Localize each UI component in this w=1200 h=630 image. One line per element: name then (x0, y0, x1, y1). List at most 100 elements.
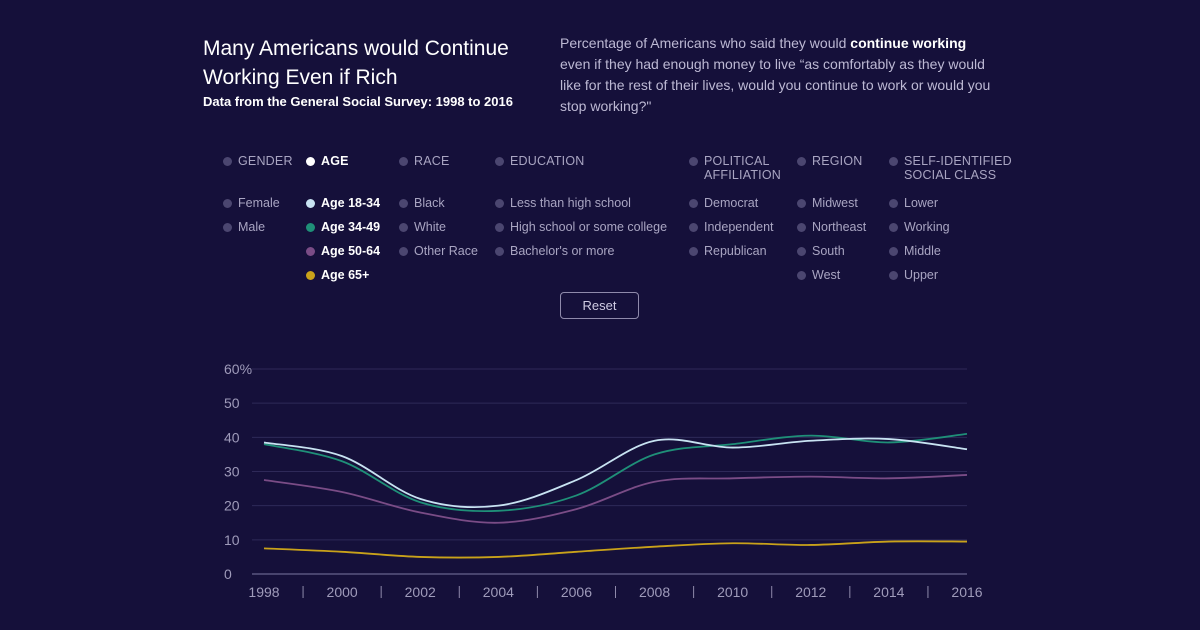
y-tick-label: 20 (224, 498, 240, 514)
y-tick-label: 40 (224, 429, 240, 445)
radio-dot-icon (797, 199, 806, 208)
filter-item-white[interactable]: White (398, 220, 478, 244)
y-tick-label: 0 (224, 566, 232, 582)
radio-dot-icon (495, 199, 504, 208)
filter-group-social-class: SELF-IDENTIFIED SOCIAL CLASS Lower Workin… (888, 154, 1012, 282)
series-color-dot-icon (306, 271, 315, 280)
radio-dot-icon (797, 157, 806, 166)
y-tick-label: 50 (224, 395, 240, 411)
filter-item-lower[interactable]: Lower (888, 196, 950, 220)
radio-dot-icon (689, 223, 698, 232)
x-tick-label: 2016 (951, 584, 982, 600)
desc-text-before: Percentage of Americans who said they wo… (560, 35, 851, 51)
filter-category-political-affiliation[interactable]: POLITICAL AFFILIATION (688, 154, 781, 182)
filter-item-northeast[interactable]: Northeast (796, 220, 866, 244)
filter-category-gender[interactable]: GENDER (222, 154, 293, 168)
y-tick-label: 10 (224, 532, 240, 548)
radio-dot-icon (306, 157, 315, 166)
radio-dot-icon (223, 223, 232, 232)
x-axis-ticks: 1998 2000 2002 2004 2006 2008 2010 2012 2014 2016 (248, 584, 982, 600)
filter-item-south[interactable]: South (796, 244, 866, 268)
filter-group-gender: GENDER Female Male (222, 154, 293, 234)
filter-category-region[interactable]: REGION (796, 154, 863, 168)
filter-item-democrat[interactable]: Democrat (688, 196, 774, 220)
filter-item-male[interactable]: Male (222, 220, 280, 244)
filter-item-high-school-some-college[interactable]: High school or some college (494, 220, 667, 244)
filter-group-education: EDUCATION Less than high school High sch… (494, 154, 667, 258)
filter-category-age[interactable]: AGE (305, 154, 349, 168)
chart-grid (252, 368, 967, 575)
filter-item-less-than-high-school[interactable]: Less than high school (494, 196, 667, 220)
series-line-age-65- (263, 540, 968, 559)
reset-button[interactable]: Reset (560, 292, 639, 319)
filter-item-upper[interactable]: Upper (888, 268, 950, 292)
series-color-dot-icon (306, 223, 315, 232)
radio-dot-icon (889, 223, 898, 232)
filter-group-political-affiliation: POLITICAL AFFILIATION Democrat Independen… (688, 154, 781, 258)
radio-dot-icon (399, 199, 408, 208)
radio-dot-icon (797, 271, 806, 280)
radio-dot-icon (495, 247, 504, 256)
filter-item-age-18-34[interactable]: Age 18-34 (305, 196, 380, 220)
radio-dot-icon (223, 199, 232, 208)
x-tick-label: 2008 (639, 584, 670, 600)
y-tick-label: 60% (224, 361, 252, 377)
filter-item-age-50-64[interactable]: Age 50-64 (305, 244, 380, 268)
chart-series-lines (263, 433, 968, 559)
desc-text-after: even if they had enough money to live “a… (560, 56, 991, 114)
page-subtitle: Data from the General Social Survey: 199… (203, 94, 513, 109)
filter-item-working[interactable]: Working (888, 220, 950, 244)
filter-item-female[interactable]: Female (222, 196, 280, 220)
x-tick-label: 2002 (405, 584, 436, 600)
radio-dot-icon (399, 247, 408, 256)
filter-group-age: AGE Age 18-34 Age 34-49 Age 50-64 Age 65… (305, 154, 380, 282)
x-tick-label: 1998 (248, 584, 279, 600)
filter-panel: GENDER Female Male AGE Age 18-34 Age 34-… (0, 0, 1200, 300)
series-color-dot-icon (306, 247, 315, 256)
series-line-age-50-64 (263, 474, 968, 524)
radio-dot-icon (689, 247, 698, 256)
x-tick-label: 2012 (795, 584, 826, 600)
radio-dot-icon (689, 199, 698, 208)
filter-item-bachelors[interactable]: Bachelor's or more (494, 244, 667, 268)
title-block: Many Americans would Continue Working Ev… (203, 34, 533, 109)
filter-category-social-class[interactable]: SELF-IDENTIFIED SOCIAL CLASS (888, 154, 1012, 182)
radio-dot-icon (889, 157, 898, 166)
radio-dot-icon (223, 157, 232, 166)
series-color-dot-icon (306, 199, 315, 208)
x-tick-label: 2010 (717, 584, 748, 600)
filter-item-republican[interactable]: Republican (688, 244, 774, 268)
radio-dot-icon (889, 247, 898, 256)
filter-category-race[interactable]: RACE (398, 154, 450, 168)
filter-group-race: RACE Black White Other Race (398, 154, 478, 258)
x-tick-label: 2006 (561, 584, 592, 600)
radio-dot-icon (689, 157, 698, 166)
filter-item-age-34-49[interactable]: Age 34-49 (305, 220, 380, 244)
series-line-age-18-34 (263, 437, 968, 509)
radio-dot-icon (889, 199, 898, 208)
filter-item-middle[interactable]: Middle (888, 244, 950, 268)
filter-item-black[interactable]: Black (398, 196, 478, 220)
filter-item-other-race[interactable]: Other Race (398, 244, 478, 268)
page-title: Many Americans would Continue Working Ev… (203, 37, 509, 89)
radio-dot-icon (797, 247, 806, 256)
desc-text-bold: continue working (850, 35, 967, 51)
radio-dot-icon (889, 271, 898, 280)
filter-group-region: REGION Midwest Northeast South West (796, 154, 866, 282)
question-description: Percentage of Americans who said they wo… (560, 33, 1000, 117)
radio-dot-icon (797, 223, 806, 232)
y-tick-label: 30 (224, 464, 240, 480)
radio-dot-icon (495, 223, 504, 232)
filter-item-west[interactable]: West (796, 268, 866, 292)
y-axis-ticks: 60% 50 40 30 20 10 0 (224, 361, 252, 582)
filter-category-education[interactable]: EDUCATION (494, 154, 585, 168)
filter-item-age-65-plus[interactable]: Age 65+ (305, 268, 380, 292)
x-tick-label: 2000 (327, 584, 358, 600)
x-tick-label: 2004 (483, 584, 514, 600)
filter-item-independent[interactable]: Independent (688, 220, 774, 244)
radio-dot-icon (399, 223, 408, 232)
filter-item-midwest[interactable]: Midwest (796, 196, 866, 220)
x-tick-label: 2014 (873, 584, 904, 600)
radio-dot-icon (399, 157, 408, 166)
